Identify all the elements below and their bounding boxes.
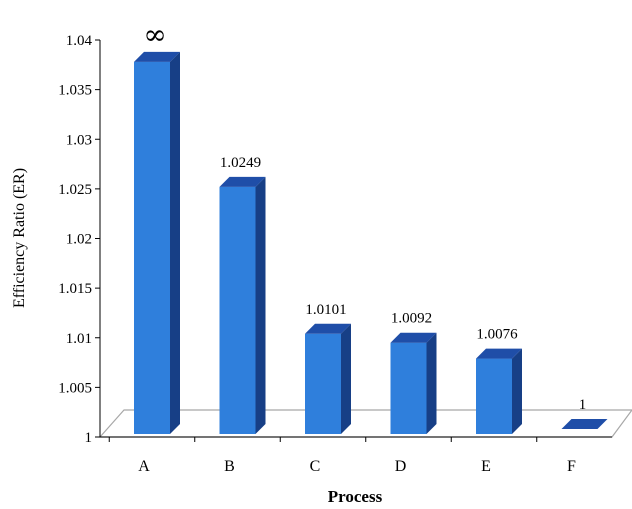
x-axis-label: Process xyxy=(328,487,383,506)
bar-front xyxy=(476,359,512,434)
data-label-D: 1.0092 xyxy=(391,311,432,327)
bar-front xyxy=(220,187,256,434)
data-label-E: 1.0076 xyxy=(476,327,518,343)
bar-front xyxy=(134,62,170,434)
x-category-label-F: F xyxy=(567,458,576,475)
x-category-label-C: C xyxy=(310,458,321,475)
y-tick-label: 1.035 xyxy=(58,83,92,99)
y-tick-label: 1.04 xyxy=(66,33,93,49)
y-tick-label: 1.03 xyxy=(66,132,92,148)
bar-B xyxy=(220,177,266,434)
x-category-label-B: B xyxy=(224,458,235,475)
y-axis-ticks: 1 1.005 1.01 1.015 1.02 1.025 1.03 1.035 1.04 xyxy=(58,33,100,446)
data-label-A: ∞ xyxy=(143,18,166,51)
x-axis-categories: A B C D E F xyxy=(138,458,576,475)
y-tick-label: 1.02 xyxy=(66,232,92,248)
x-category-label-A: A xyxy=(138,458,150,475)
bar-front xyxy=(391,343,427,434)
y-tick-label: 1.01 xyxy=(66,331,92,347)
bar-side xyxy=(512,349,522,434)
y-tick-label: 1 xyxy=(85,430,93,446)
bar-side xyxy=(256,177,266,434)
y-tick-label: 1.015 xyxy=(58,281,92,297)
bar-D xyxy=(391,333,437,434)
data-label-B: 1.0249 xyxy=(220,155,261,171)
data-label-F: 1 xyxy=(579,397,587,413)
bars xyxy=(134,52,608,434)
x-category-label-E: E xyxy=(481,458,491,475)
y-tick-label: 1.025 xyxy=(58,182,92,198)
bar-E xyxy=(476,349,522,434)
bar-side xyxy=(427,333,437,434)
bar-front xyxy=(305,334,341,434)
y-tick-label: 1.005 xyxy=(58,380,92,396)
bar-side xyxy=(341,324,351,434)
y-axis-label: Efficiency Ratio (ER) xyxy=(11,168,28,308)
bar-A xyxy=(134,52,180,434)
bar-side xyxy=(170,52,180,434)
data-label-C: 1.0101 xyxy=(305,302,346,318)
x-category-label-D: D xyxy=(395,458,407,475)
bar-C xyxy=(305,324,351,434)
